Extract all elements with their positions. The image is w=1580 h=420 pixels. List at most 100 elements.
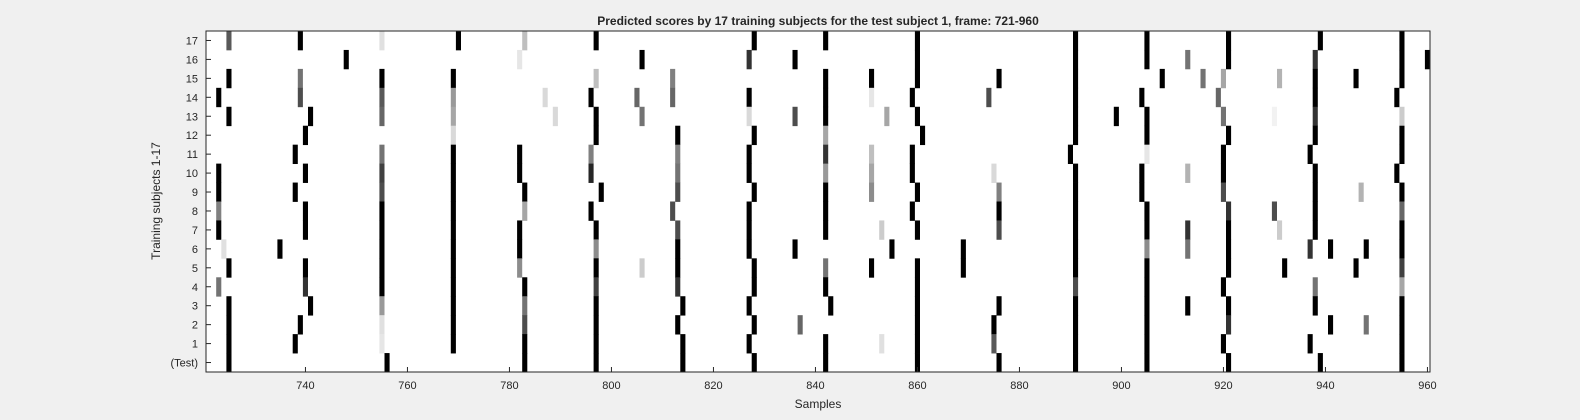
heatmap-cell [914, 182, 920, 202]
heatmap-cell [450, 68, 456, 89]
heatmap-cell [522, 277, 528, 297]
heatmap-cell [914, 106, 920, 127]
heatmap-cell [634, 87, 640, 108]
heatmap-cell [1317, 31, 1323, 51]
heatmap-cell [517, 258, 523, 278]
heatmap-cell [450, 239, 456, 259]
heatmap-cell [670, 68, 676, 89]
heatmap-cell [1312, 277, 1318, 297]
heatmap-cell [1363, 239, 1369, 259]
heatmap-cell [751, 315, 757, 335]
heatmap-cells [216, 31, 1430, 373]
heatmap-cell [746, 87, 752, 108]
heatmap-cell [1353, 258, 1359, 278]
heatmap-cell [746, 106, 752, 127]
heatmap-cell [670, 201, 676, 221]
heatmap-cell [914, 315, 920, 335]
heatmap-cell [292, 334, 298, 354]
heatmap-cell [379, 334, 385, 354]
heatmap-cell [588, 163, 594, 183]
heatmap-cell [379, 31, 385, 51]
heatmap-cell [1073, 239, 1079, 259]
heatmap-cell [675, 125, 681, 146]
heatmap-cell [1144, 31, 1150, 51]
heatmap-cell [1394, 87, 1400, 108]
heatmap-cell [869, 182, 875, 202]
chart-title: Predicted scores by 17 training subjects… [597, 14, 1039, 28]
heatmap-cell [297, 68, 303, 89]
heatmap-cell [639, 49, 645, 70]
y-tick-label: 16 [186, 54, 198, 66]
heatmap-cell [379, 87, 385, 108]
heatmap-cell [1144, 258, 1150, 278]
y-tick-label: 11 [187, 149, 198, 161]
x-tick-label: 960 [1418, 380, 1436, 392]
heatmap-cell [1399, 144, 1405, 165]
heatmap-cell [680, 296, 686, 316]
heatmap-cell [1073, 163, 1079, 183]
heatmap-cell [1113, 106, 1119, 127]
heatmap-cell [1399, 106, 1405, 127]
y-tick-label: 8 [192, 206, 198, 218]
heatmap-cell [751, 353, 757, 373]
plot-background [206, 31, 1430, 372]
x-tick-label: 900 [1112, 380, 1130, 392]
heatmap-cell [226, 315, 232, 335]
heatmap-cell [593, 277, 599, 297]
heatmap-cell [1073, 182, 1079, 202]
heatmap-cell [675, 239, 681, 259]
heatmap-cell [226, 258, 232, 278]
x-axis-label: Samples [795, 397, 842, 411]
heatmap-cell [996, 68, 1002, 89]
heatmap-cell [302, 220, 308, 240]
heatmap-cell [1220, 144, 1226, 165]
heatmap-cell [221, 239, 227, 259]
heatmap-cell [1399, 49, 1405, 70]
heatmap-cell [1226, 31, 1232, 51]
heatmap-cell [379, 68, 385, 89]
heatmap-cell [308, 296, 314, 316]
heatmap-cell [996, 296, 1002, 316]
heatmap-cell [1185, 296, 1191, 316]
heatmap-cell [828, 296, 834, 316]
heatmap-cell [1312, 201, 1318, 221]
heatmap-cell [1144, 239, 1150, 259]
heatmap-cell [675, 144, 681, 165]
heatmap-cell [1073, 296, 1079, 316]
y-tick-label: 5 [192, 263, 198, 275]
heatmap-cell [680, 353, 686, 373]
x-tick-label: 840 [806, 380, 824, 392]
heatmap-cell [1073, 334, 1079, 354]
heatmap-cell [1220, 68, 1226, 89]
heatmap-cell [379, 220, 385, 240]
heatmap-cell [598, 182, 604, 202]
heatmap-cell [746, 220, 752, 240]
heatmap-cell [522, 31, 528, 51]
heatmap-cell [1073, 106, 1079, 127]
heatmap-cell [588, 144, 594, 165]
heatmap-cell [450, 87, 456, 108]
heatmap-cell [823, 182, 829, 202]
heatmap-cell [593, 296, 599, 316]
heatmap-cell [746, 296, 752, 316]
heatmap-cell [593, 353, 599, 373]
heatmap-cell [746, 334, 752, 354]
heatmap-cell [1144, 49, 1150, 70]
heatmap-cell [1363, 315, 1369, 335]
heatmap-cell [1220, 163, 1226, 183]
heatmap-cell [450, 144, 456, 165]
heatmap-cell [1220, 334, 1226, 354]
heatmap-cell [1358, 182, 1364, 202]
heatmap-cell [1185, 220, 1191, 240]
heatmap-cell [216, 87, 222, 108]
heatmap-cell [1159, 68, 1165, 89]
heatmap-cell [751, 31, 757, 51]
heatmap-cell [226, 334, 232, 354]
heatmap-cell [450, 125, 456, 146]
heatmap-cell [1144, 315, 1150, 335]
heatmap-cell [1399, 68, 1405, 89]
heatmap-cell [1144, 353, 1150, 373]
heatmap-cell [216, 277, 222, 297]
heatmap-cell [1144, 144, 1150, 165]
y-tick-label: 14 [186, 92, 198, 104]
